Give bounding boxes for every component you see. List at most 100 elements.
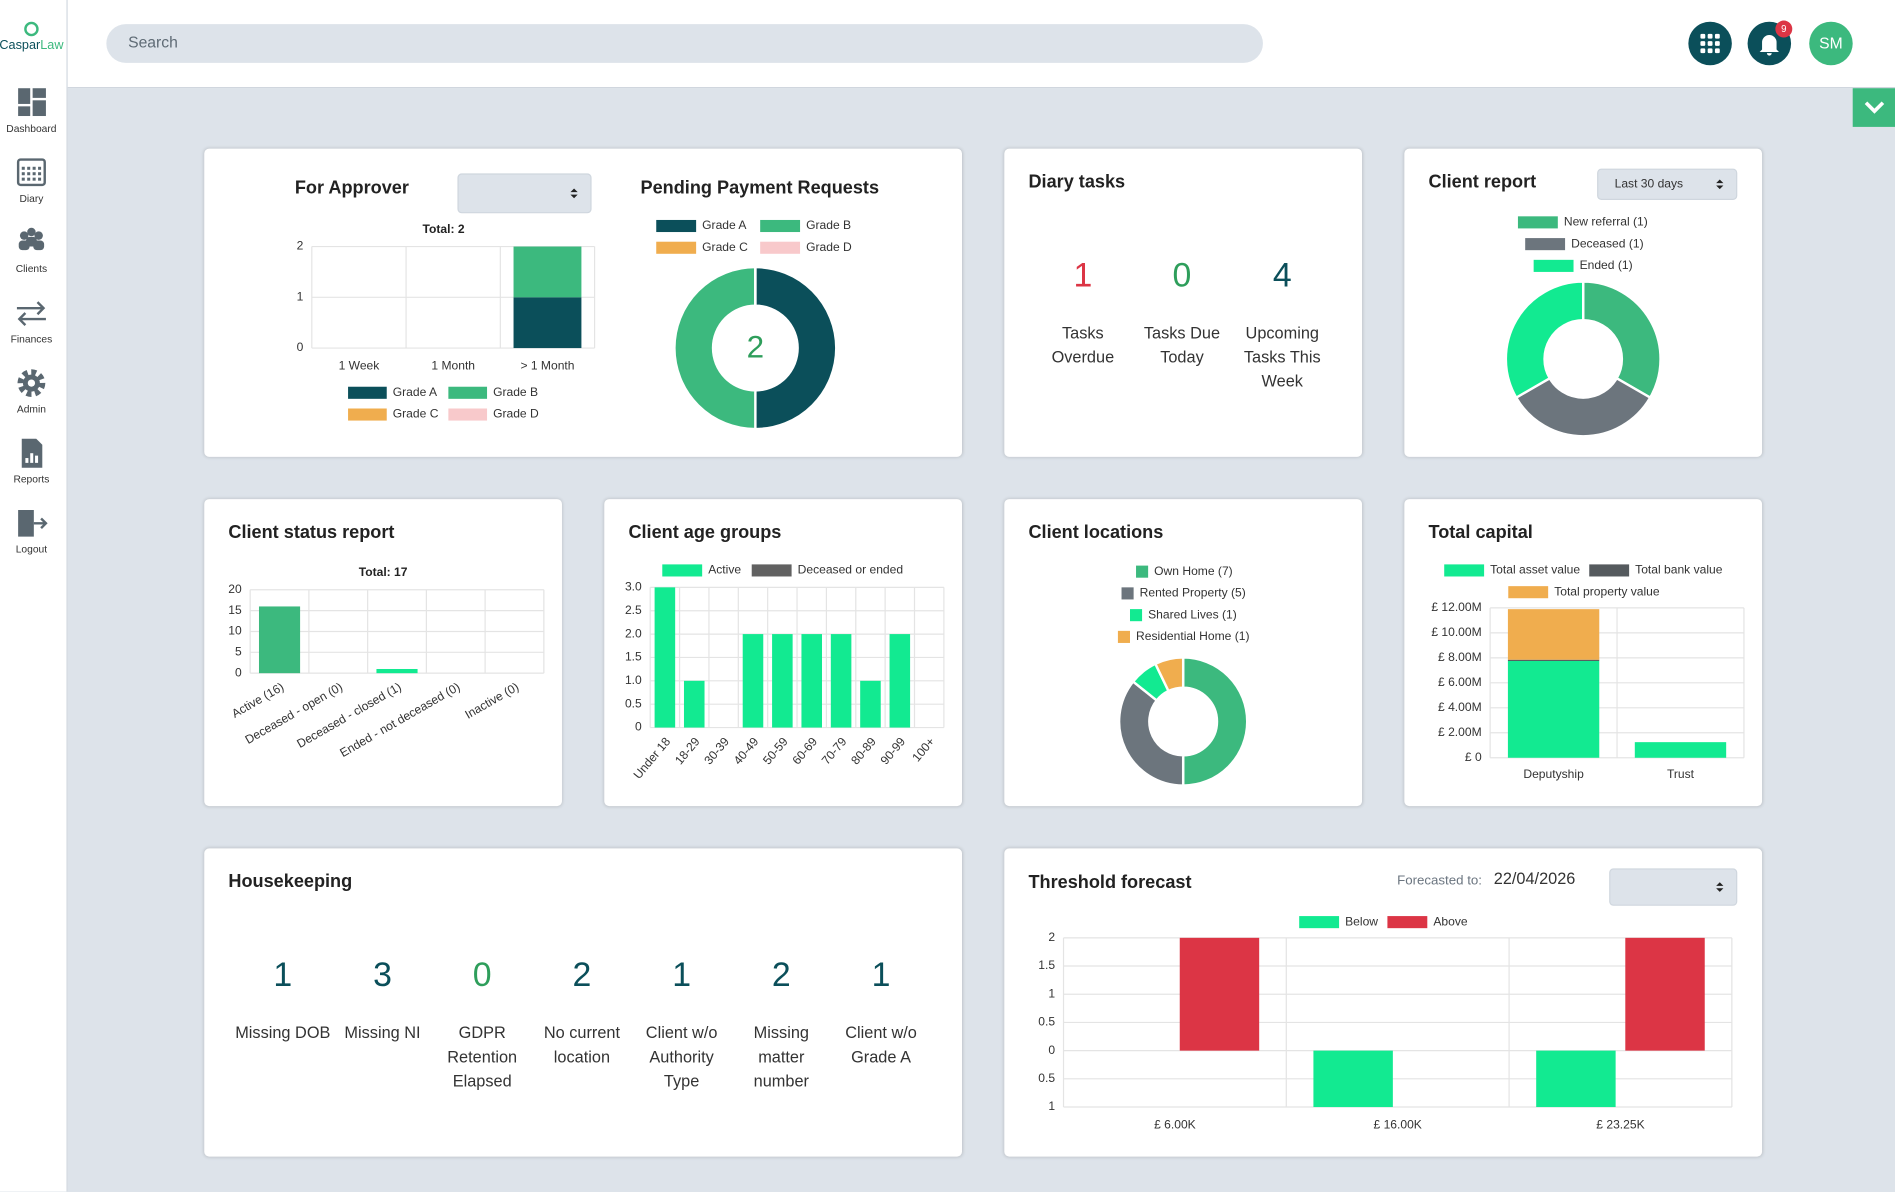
donut-slice <box>1181 656 1249 787</box>
legend-label: Total asset value <box>1490 563 1580 577</box>
stat-label: Missing DOB <box>235 1023 331 1042</box>
y-tick-label: 0.5 <box>625 696 642 710</box>
icon-part <box>1707 41 1713 46</box>
x-tick-label: 90-99 <box>878 734 909 767</box>
icon-part <box>32 88 46 98</box>
x-tick-label: Deputyship <box>1523 767 1584 781</box>
x-tick-label: Deceased - open (0) <box>243 680 345 747</box>
badge <box>1775 20 1793 38</box>
stat-label: Tasks Due Today <box>1143 323 1221 367</box>
legend-label: Deceased or ended <box>798 563 903 577</box>
nav-item[interactable]: Dashboard <box>6 88 57 135</box>
card-title: Pending Payment Requests <box>641 177 880 197</box>
x-tick-label: 1 Week <box>339 358 381 372</box>
legend-swatch <box>1508 586 1549 599</box>
donut-slice <box>1504 280 1585 400</box>
nav-item[interactable]: Diary <box>16 158 46 206</box>
y-tick-label: 5 <box>235 645 242 659</box>
icon-part <box>33 517 48 529</box>
y-tick-label: 10 <box>228 624 242 638</box>
icon-part <box>34 231 43 240</box>
y-tick-label: 1 <box>1048 1099 1055 1113</box>
icon-part <box>18 88 31 104</box>
icon-part <box>1700 41 1706 46</box>
bar <box>889 634 911 728</box>
nav-item[interactable]: Clients <box>16 227 47 275</box>
legend-label: Grade A <box>393 385 438 399</box>
y-tick-label: 1 <box>297 289 304 303</box>
y-tick-label: £ 8.00M <box>1438 650 1482 664</box>
search-field <box>106 24 1263 63</box>
icon-part <box>21 177 25 181</box>
y-tick-label: 0.5 <box>1038 1015 1055 1029</box>
logo-part: Law <box>40 38 64 52</box>
dropdown-arrows <box>1716 882 1724 892</box>
stat-value: 2 <box>572 955 592 994</box>
stat-value: 1 <box>672 955 692 994</box>
bar <box>376 668 418 674</box>
legend-label: Total property value <box>1554 584 1660 598</box>
dropdown-arrows <box>570 188 578 199</box>
nav-label: Admin <box>17 404 46 415</box>
dropdown[interactable]: Last 30 days <box>1597 168 1738 201</box>
x-tick-label: Inactive (0) <box>462 680 521 722</box>
dropdown-box <box>1609 868 1738 906</box>
nav-item[interactable]: Logout <box>16 510 48 556</box>
legend-swatch <box>1517 216 1558 229</box>
notifications-button[interactable]: 9 <box>1747 20 1793 66</box>
logo-icon <box>24 21 39 37</box>
dropdown[interactable] <box>457 173 592 214</box>
legend-swatch <box>448 408 488 421</box>
icon-part <box>18 510 34 537</box>
apps-button[interactable] <box>1688 21 1732 66</box>
legend-swatch <box>1589 564 1630 577</box>
logo-part: Caspar <box>0 38 41 52</box>
stat-label: No current location <box>543 1023 621 1066</box>
y-tick-label: £ 12.00M <box>1431 600 1481 614</box>
nav-item[interactable]: Reports <box>13 438 49 486</box>
x-tick-label: 70-79 <box>819 734 850 767</box>
legend-label: Grade B <box>493 385 538 399</box>
stat-value: 4 <box>1272 256 1292 294</box>
bar <box>513 297 582 349</box>
search-box[interactable]: Search <box>106 24 1263 63</box>
legend-swatch <box>751 564 792 577</box>
icon-part <box>30 453 34 463</box>
collapse-tab[interactable] <box>1852 88 1895 127</box>
y-tick-label: 1 <box>1048 986 1055 1000</box>
icon-part <box>27 172 31 176</box>
dropdown-arrows <box>1716 179 1724 190</box>
legend-label: Active <box>708 563 741 577</box>
tab-bg <box>1852 88 1895 127</box>
icon-part <box>1707 33 1713 39</box>
forecast-date: 22/04/2026 <box>1494 870 1576 888</box>
x-tick-label: Under 18 <box>631 734 674 781</box>
dropdown[interactable] <box>1609 868 1738 906</box>
stat-label: Client w/o Grade A <box>845 1023 917 1066</box>
nav-item[interactable]: Finances <box>11 301 53 345</box>
stat-label: Tasks Overdue <box>1051 323 1115 367</box>
y-tick-label: 2.0 <box>625 626 642 640</box>
bar <box>742 634 764 728</box>
card-title: Total capital <box>1429 522 1533 542</box>
icon-part <box>18 106 31 117</box>
card-title: Client status report <box>228 522 394 542</box>
card-title: Client report <box>1429 171 1537 191</box>
icon-part <box>35 455 39 463</box>
legend-swatch <box>662 564 703 577</box>
legend-swatch <box>1129 609 1143 622</box>
legend-swatch <box>1121 587 1134 600</box>
user-menu[interactable]: SM <box>1809 21 1853 66</box>
icon-part <box>25 458 29 463</box>
icon-part <box>38 166 42 170</box>
nav-item[interactable]: Admin <box>17 369 46 415</box>
icon-part <box>19 231 29 240</box>
legend-label: Own Home (7) <box>1154 564 1233 578</box>
nav-label: Dashboard <box>6 124 57 135</box>
chevron <box>1864 101 1885 114</box>
nav-label: Diary <box>19 194 44 205</box>
x-tick-label: 50-59 <box>760 734 791 767</box>
y-tick-label: £ 2.00M <box>1438 725 1482 739</box>
